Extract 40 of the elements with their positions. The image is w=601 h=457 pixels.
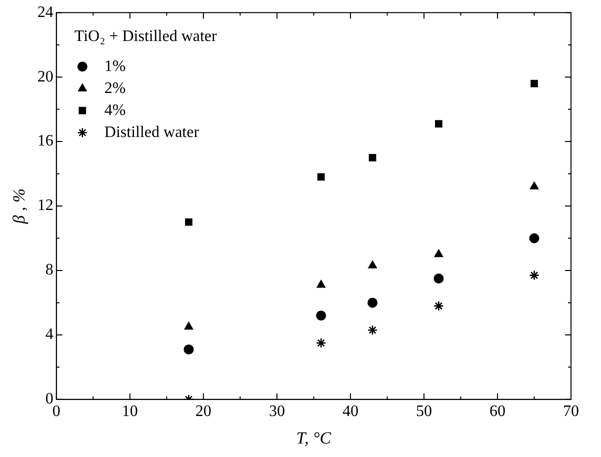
- point: [434, 249, 444, 258]
- x-tick-label: 20: [195, 403, 212, 420]
- point: [368, 154, 376, 162]
- point: [184, 344, 194, 354]
- point: [184, 322, 194, 330]
- y-tick-label: 20: [37, 68, 54, 86]
- y-tick-label: 4: [45, 326, 54, 344]
- point: [434, 300, 444, 312]
- legend-label: Distilled water: [104, 124, 200, 141]
- x-tick-label: 40: [342, 403, 358, 420]
- point: [317, 173, 325, 181]
- point: [185, 218, 192, 226]
- y-tick-label: 24: [37, 4, 54, 21]
- point: [316, 338, 326, 348]
- y-tick-label: 0: [45, 390, 54, 408]
- legend-label: 4%: [104, 102, 126, 119]
- x-tick-label: 70: [563, 403, 579, 420]
- y-axis-title: β , %: [10, 188, 29, 225]
- point: [529, 233, 540, 244]
- y-tick-label: 16: [37, 132, 54, 150]
- point: [368, 298, 378, 308]
- legend-label: 2%: [104, 80, 126, 97]
- point: [434, 274, 444, 284]
- x-axis-title: T, °C: [296, 428, 332, 448]
- y-tick-label: 8: [45, 262, 54, 279]
- point: [316, 280, 326, 288]
- legend-label: 1%: [104, 58, 126, 75]
- x-tick-label: 60: [489, 403, 506, 420]
- point: [530, 80, 538, 88]
- point: [368, 260, 377, 268]
- point: [316, 310, 326, 321]
- point: [367, 324, 378, 336]
- point: [530, 182, 539, 190]
- point: [434, 120, 442, 128]
- y-tick-label: 12: [37, 197, 54, 214]
- point: [529, 270, 540, 280]
- x-tick-label: 10: [122, 403, 138, 420]
- x-tick-label: 30: [268, 403, 285, 420]
- legend-title: TiO₂ + Distilled water: [74, 28, 218, 45]
- x-tick-label: 50: [416, 403, 432, 420]
